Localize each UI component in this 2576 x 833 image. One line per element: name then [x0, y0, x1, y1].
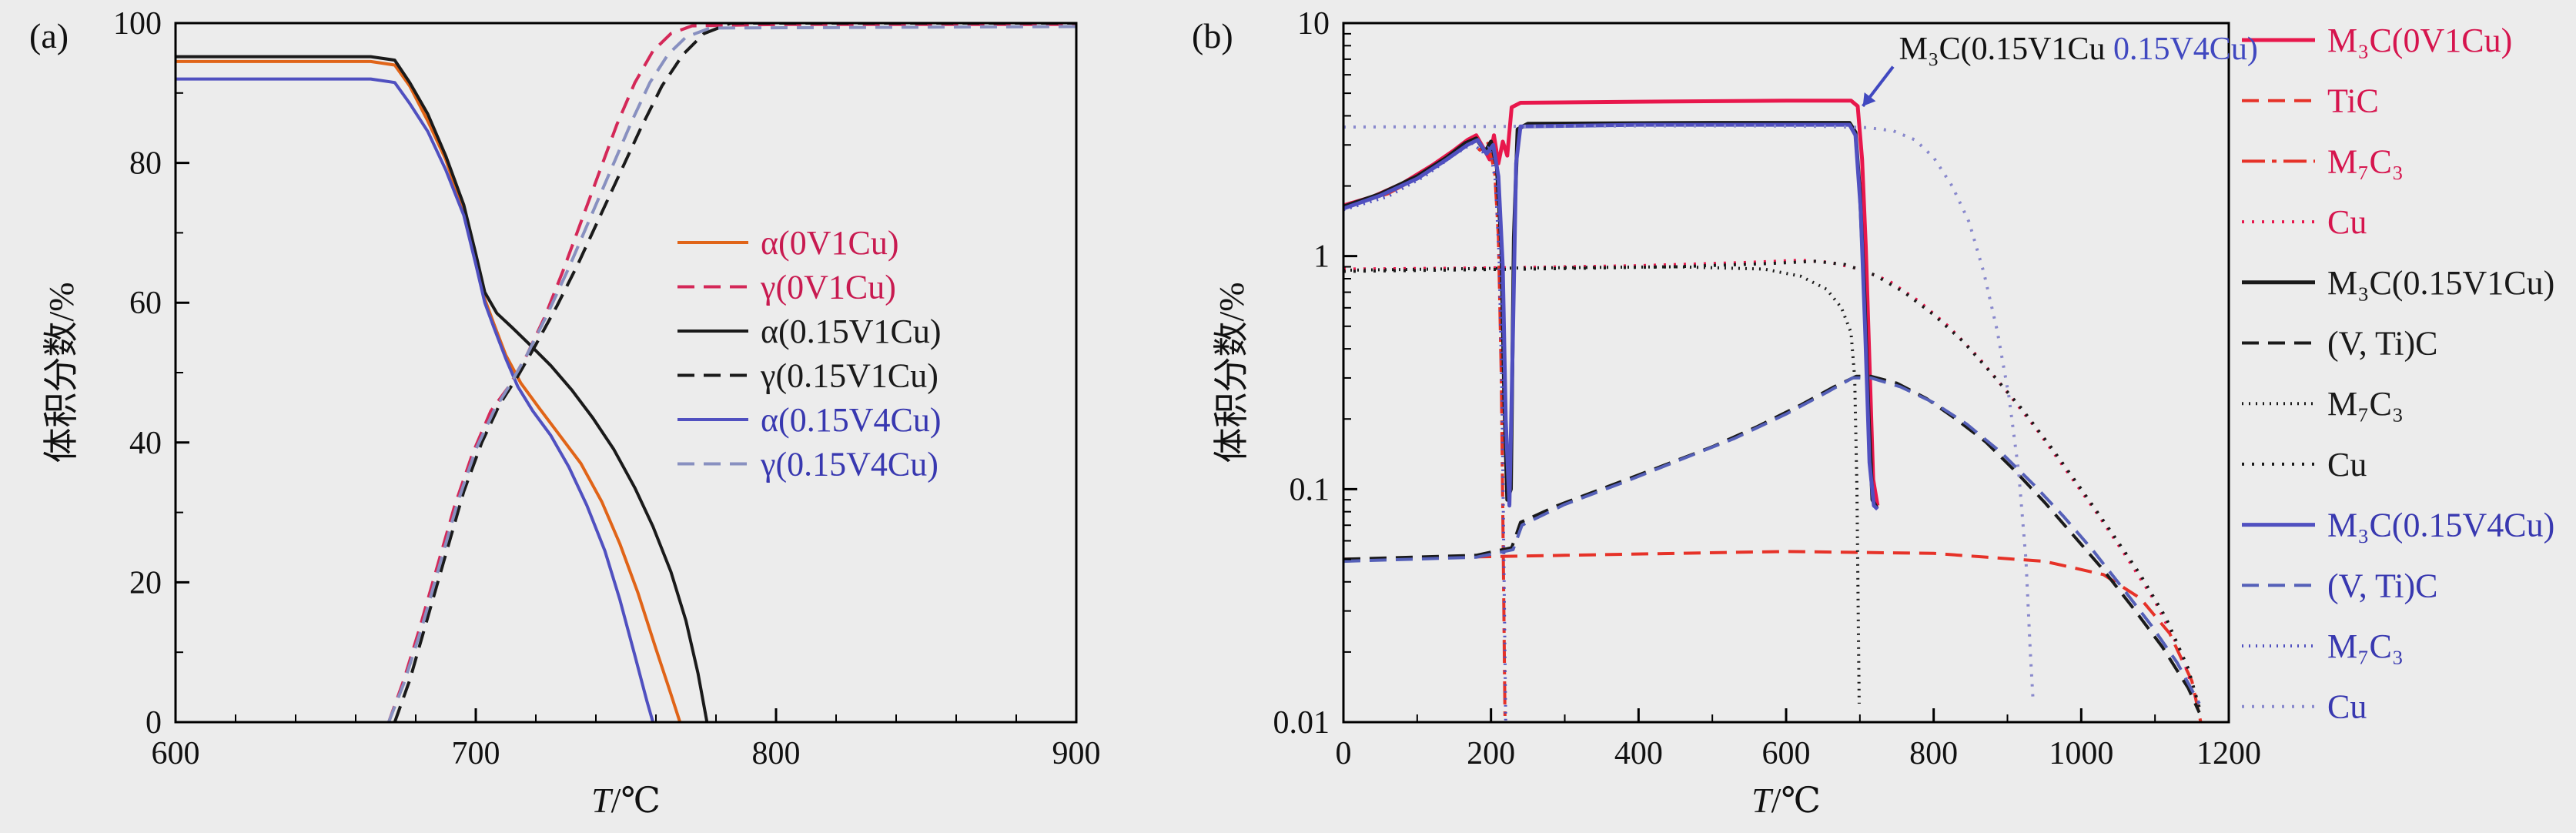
tick-labels: 0 200 400 600 800 1000 1200 0.01 0.1 1 10 [1273, 6, 2262, 771]
x-tick-label: 0 [1336, 736, 1352, 771]
series-line-b-4 [1343, 121, 1879, 510]
x-tick-label: 200 [1467, 736, 1515, 771]
legend-label: α(0V1Cu) [761, 224, 898, 262]
legend-label: TiC [2327, 82, 2379, 120]
tick-labels: 600 700 800 900 0 20 40 60 80 100 [113, 6, 1101, 771]
series-line-b-7 [1343, 259, 2203, 714]
series-line-a-4 [176, 77, 655, 722]
series-line-a-3 [393, 23, 1076, 722]
y-tick-label: 1 [1313, 239, 1330, 275]
series-line-b-1 [1343, 550, 2203, 722]
legend-label: Cu [2327, 688, 2367, 726]
y-tick-label: 100 [113, 6, 162, 42]
axis-ticks [1342, 22, 2230, 724]
x-tick-label: 400 [1614, 736, 1663, 771]
panel-a-label: (a) [29, 16, 69, 55]
axis-ticks [174, 22, 1078, 724]
legend-label: γ(0.15V4Cu) [760, 446, 938, 483]
x-label-unit: /℃ [1771, 781, 1821, 820]
series-group [1343, 99, 2203, 722]
series-line-a-5 [387, 25, 1076, 722]
y-tick-label: 40 [129, 426, 162, 461]
legend-label: Cu [2327, 446, 2367, 483]
series-line-b-3 [1343, 259, 2200, 704]
annotation-text: M₃C(0.15V1Cu 0.15V4Cu) [1899, 32, 2258, 67]
legend-label: M₇C₃ [2327, 142, 2404, 180]
legend-b: M₃C(0V1Cu) TiC M₇C₃ Cu M₃C(0.15V1Cu) (V, Ti)C… [2242, 22, 2554, 726]
series-line-b-6 [1343, 265, 1861, 704]
x-tick-label: 800 [752, 736, 801, 771]
y-tick-label: 20 [129, 565, 162, 600]
series-line-b-11 [1343, 124, 2035, 704]
series-line-a-2 [176, 55, 709, 722]
legend-label: M₇C₃ [2327, 385, 2404, 423]
x-tick-label: 1000 [2049, 736, 2113, 771]
annotation: M₃C(0.15V1Cu 0.15V4Cu) [1862, 32, 2258, 108]
legend-label: (V, Ti)C [2327, 325, 2438, 363]
plot-frame-b [1342, 22, 2230, 724]
legend-label: M₃C(0V1Cu) [2327, 22, 2512, 59]
series-group [176, 23, 1076, 722]
x-tick-label: 800 [1909, 736, 1958, 771]
y-tick-label: 10 [1297, 6, 1330, 42]
panel-a-x-axis-label: T/℃ [591, 779, 661, 821]
legend-label: γ(0.15V1Cu) [760, 357, 938, 395]
annotation-arrowhead [1862, 92, 1876, 106]
legend-label: Cu [2327, 203, 2367, 241]
panel-b-x-axis-label: T/℃ [1751, 779, 1821, 821]
x-label-symbol: T [591, 781, 611, 820]
panel-b-label: (b) [1192, 16, 1233, 55]
series-line-b-8 [1343, 122, 1879, 511]
series-line-b-0 [1343, 99, 1880, 507]
legend-label: (V, Ti)C [2327, 567, 2438, 604]
legend-label: M₃C(0.15V4Cu) [2327, 507, 2554, 544]
legend-label: M₃C(0.15V1Cu) [2327, 264, 2554, 302]
x-tick-label: 700 [452, 736, 500, 771]
panel-a-y-axis-label: 体积分数/% [42, 282, 81, 463]
series-line-b-5 [1343, 374, 2201, 714]
x-tick-label: 600 [1762, 736, 1811, 771]
series-line-b-10 [1343, 142, 1507, 722]
legend-label: γ(0V1Cu) [760, 269, 896, 306]
x-label-symbol: T [1751, 781, 1771, 820]
legend-label: α(0.15V4Cu) [761, 401, 941, 439]
y-tick-label: 60 [129, 286, 162, 321]
legend-label: α(0.15V1Cu) [761, 313, 941, 350]
y-tick-label: 0.01 [1273, 705, 1330, 741]
series-line-b-9 [1343, 376, 2201, 704]
panel-b-y-axis-label: 体积分数/% [1212, 282, 1251, 463]
x-tick-label: 600 [152, 736, 200, 771]
legend-a: α(0V1Cu) γ(0V1Cu) α(0.15V1Cu) γ(0.15V1Cu) α(… [677, 224, 941, 483]
series-line-b-2 [1343, 139, 1507, 722]
y-tick-label: 0.1 [1290, 472, 1330, 507]
y-tick-label: 0 [146, 705, 162, 741]
x-label-unit: /℃ [611, 781, 661, 820]
series-line-a-1 [387, 23, 1076, 722]
x-tick-label: 1200 [2196, 736, 2261, 771]
x-tick-label: 900 [1052, 736, 1101, 771]
legend-label: M₇C₃ [2327, 627, 2404, 665]
y-tick-label: 80 [129, 146, 162, 182]
